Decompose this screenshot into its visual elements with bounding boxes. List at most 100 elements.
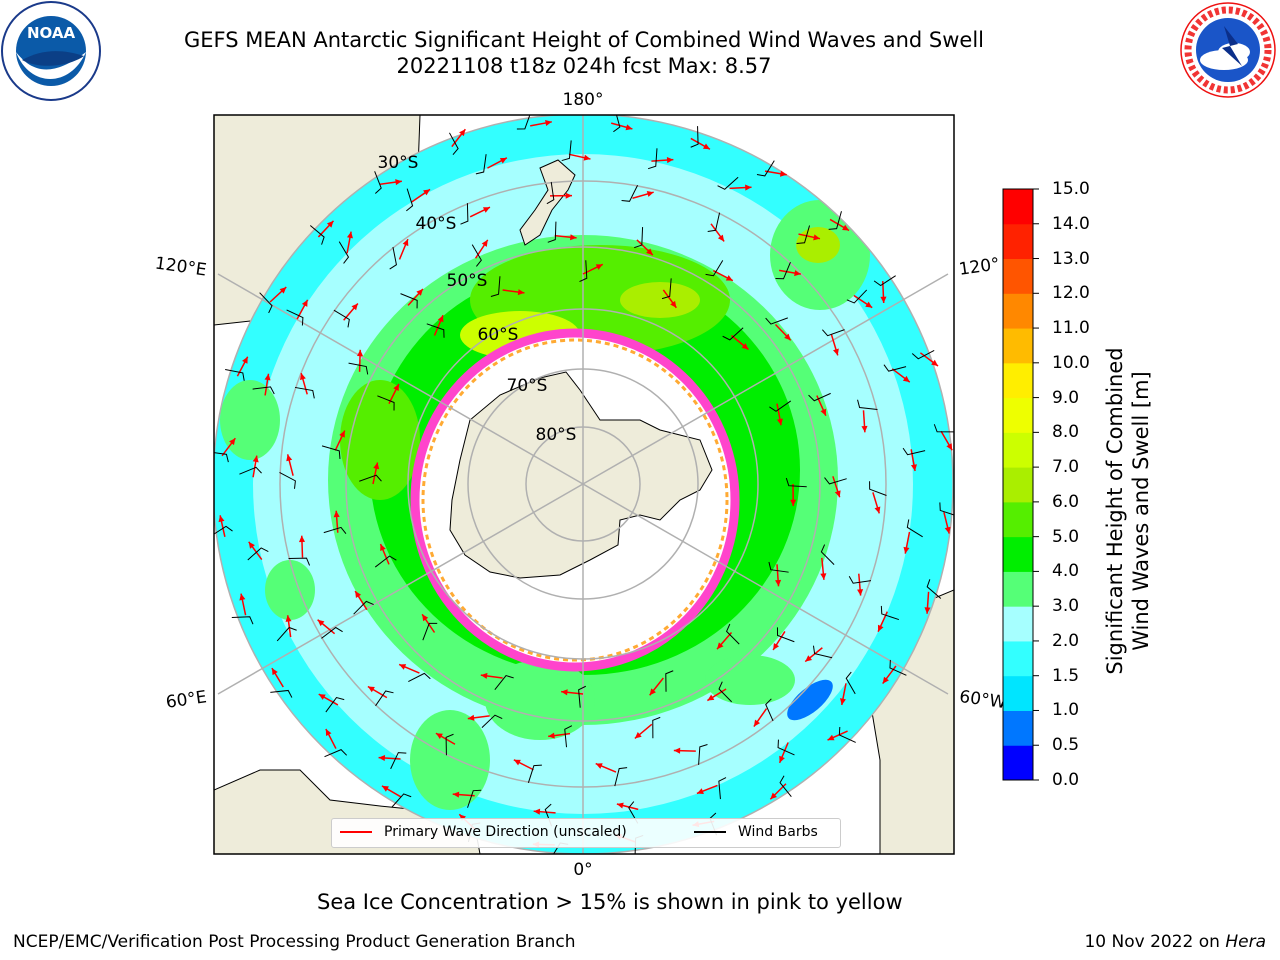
wave-arrow-head — [820, 408, 827, 416]
legend-swatch-red — [340, 831, 372, 833]
wave-arrow-head — [399, 664, 407, 670]
wave-arrow-head — [326, 220, 334, 228]
wind-barb — [279, 472, 296, 489]
wave-arrow-head — [842, 224, 850, 231]
wind-barb — [776, 627, 795, 643]
wind-barb — [338, 241, 350, 264]
wave-arrow-head — [779, 755, 785, 763]
wave-arrow-head — [903, 546, 910, 554]
wind-barb — [838, 726, 856, 743]
wave-arrow-head — [874, 506, 881, 514]
wind-barb — [325, 696, 345, 713]
colorbar-segment — [1003, 258, 1033, 294]
wave-arrow-head — [423, 189, 430, 196]
wave-arrow-head — [482, 207, 490, 213]
colorbar-tick-label: 15.0 — [1052, 179, 1090, 199]
map-frame — [213, 114, 955, 855]
footer-date: 10 Nov 2022 on Hera — [1084, 932, 1266, 952]
colorbar — [1003, 188, 1039, 781]
wind-barb — [294, 386, 315, 399]
wind-barb — [665, 670, 674, 692]
colorbar-segment — [1003, 293, 1033, 329]
wind-barb — [846, 289, 868, 304]
wave-arrow-head — [499, 157, 507, 164]
wind-barb — [926, 579, 942, 599]
wave-arrow-head — [422, 614, 429, 622]
wave-arrow-head — [595, 763, 603, 769]
wind-barb — [717, 176, 739, 190]
colorbar-segment — [1003, 432, 1033, 468]
wind-barb — [247, 547, 269, 561]
wave-arrow-head — [625, 124, 633, 131]
wave-arrow-head — [459, 129, 466, 137]
wave-arrow-head — [355, 591, 362, 599]
wind-barb — [481, 714, 503, 728]
wind-barb — [252, 386, 275, 395]
wave-arrow-head — [834, 490, 841, 498]
legend-item-wind-barbs: Wind Barbs — [694, 824, 818, 840]
wave-arrow-head — [570, 234, 577, 241]
wave-arrow-head — [548, 732, 555, 739]
wave-arrow-head — [813, 234, 820, 241]
sea-ice-inner — [421, 338, 729, 662]
wave-arrow-head — [545, 119, 552, 126]
wave-arrow-head — [279, 287, 287, 294]
noaa-logo: NOAA — [0, 0, 102, 102]
wave-arrow-head — [301, 299, 308, 307]
wind-barb — [564, 725, 573, 748]
colorbar-segment — [1003, 536, 1033, 572]
wave-arrow-head — [646, 191, 654, 197]
lon-label-180: 180° — [563, 90, 604, 110]
wave-arrow-head — [252, 455, 259, 463]
wind-barb — [546, 181, 555, 205]
title-line-2: 20221108 t18z 024h fcst Max: 8.57 — [396, 54, 772, 78]
wave-arrow-head — [880, 296, 887, 304]
legend-item-wave-direction: Primary Wave Direction (unscaled) — [340, 824, 627, 840]
wave-arrow-head — [649, 688, 656, 696]
wind-barb — [406, 188, 414, 212]
legend: Primary Wave Direction (unscaled) Wind B… — [331, 818, 841, 848]
wave-arrow-head — [931, 359, 939, 367]
wave-arrow-head — [339, 430, 345, 438]
wind-barb — [225, 368, 245, 381]
lat-label-80s: 80°S — [536, 425, 577, 445]
lat-label-30s: 30°S — [378, 153, 419, 173]
colorbar-tick-label: 10.0 — [1052, 352, 1090, 373]
lat-label-60s: 60°S — [478, 325, 519, 345]
graticule — [214, 115, 954, 854]
colorbar-segment — [1003, 640, 1033, 677]
colorbar-tick-label: 3.0 — [1052, 596, 1080, 617]
wind-barb — [422, 622, 438, 641]
wind-barb — [889, 659, 907, 676]
noaa-logo-text: NOAA — [27, 24, 76, 42]
wind-barb — [705, 260, 724, 277]
colorbar-segment — [1003, 710, 1033, 746]
wind-barb — [845, 671, 856, 695]
colorbar-tick-label: 8.0 — [1052, 422, 1080, 443]
colorbar-tick-label: 9.0 — [1052, 387, 1080, 408]
colorbar-segment — [1003, 223, 1033, 260]
wave-arrow-head — [616, 802, 624, 809]
wind-barb — [516, 115, 531, 130]
colorbar-segment — [1003, 467, 1033, 503]
colorbar-segment — [1003, 397, 1033, 433]
colorbar-tick-label: 4.0 — [1052, 561, 1080, 582]
wave-arrow-head — [634, 732, 642, 739]
wave-arrow-head — [452, 791, 460, 798]
antarctica-landmass — [449, 371, 713, 579]
wave-arrow-head — [595, 264, 603, 270]
colorbar-tick-label: 2.0 — [1052, 630, 1080, 651]
wave-arrow-head — [533, 808, 541, 815]
wave-arrow-head — [229, 438, 236, 446]
wave-arrow-head — [435, 733, 443, 740]
wave-arrow-head — [707, 694, 715, 701]
wave-arrow-head — [753, 719, 761, 727]
colorbar-label-line2: Wind Waves and Swell [m] — [1129, 371, 1153, 651]
wave-arrow-head — [402, 239, 409, 247]
wind-barb — [400, 293, 418, 309]
wind-barb — [911, 350, 935, 360]
wind-barb — [933, 424, 954, 433]
wind-barb — [467, 789, 482, 808]
wind-barb — [527, 764, 542, 783]
